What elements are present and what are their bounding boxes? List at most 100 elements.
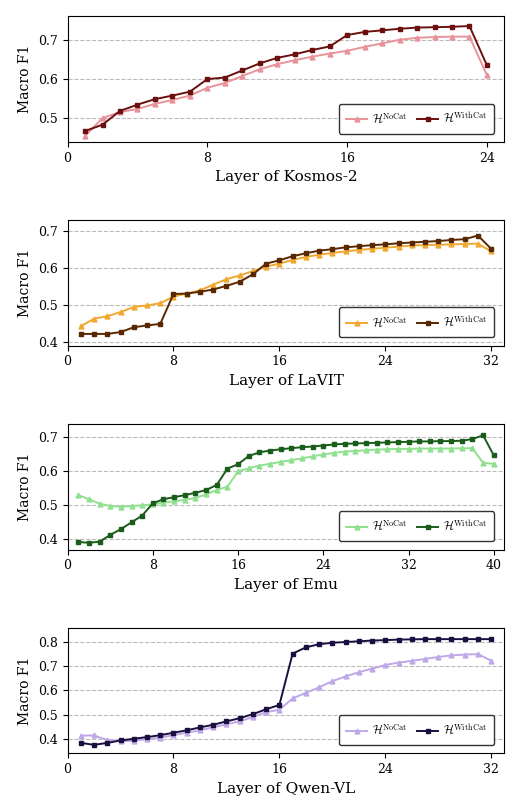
$\mathcal{H}^{\mathrm{NoCat}}$ [462, 650, 468, 659]
$\mathcal{H}^{\mathrm{WithCat}}$ [257, 58, 263, 68]
$\mathcal{H}^{\mathrm{WithCat}}$ [414, 23, 420, 32]
$\mathcal{H}^{\mathrm{NoCat}}$ [160, 498, 166, 508]
$\mathcal{H}^{\mathrm{WithCat}}$ [373, 438, 380, 448]
$\mathcal{H}^{\mathrm{WithCat}}$ [331, 440, 337, 450]
$\mathcal{H}^{\mathrm{WithCat}}$ [197, 723, 203, 732]
$\mathcal{H}^{\mathrm{WithCat}}$ [344, 30, 350, 40]
$\mathcal{H}^{\mathrm{WithCat}}$ [77, 738, 84, 748]
Y-axis label: Macro F1: Macro F1 [18, 656, 32, 725]
$\mathcal{H}^{\mathrm{WithCat}}$ [491, 450, 497, 460]
Line: $\mathcal{H}^{\mathrm{WithCat}}$: $\mathcal{H}^{\mathrm{WithCat}}$ [79, 233, 493, 336]
$\mathcal{H}^{\mathrm{WithCat}}$ [134, 100, 140, 109]
$\mathcal{H}^{\mathrm{NoCat}}$ [118, 502, 124, 512]
$\mathcal{H}^{\mathrm{WithCat}}$ [448, 235, 454, 245]
$\mathcal{H}^{\mathrm{NoCat}}$ [303, 252, 309, 262]
$\mathcal{H}^{\mathrm{WithCat}}$ [309, 45, 315, 55]
X-axis label: Layer of Emu: Layer of Emu [234, 578, 338, 592]
Line: $\mathcal{H}^{\mathrm{NoCat}}$: $\mathcal{H}^{\mathrm{NoCat}}$ [83, 34, 489, 139]
$\mathcal{H}^{\mathrm{WithCat}}$ [276, 700, 282, 710]
$\mathcal{H}^{\mathrm{WithCat}}$ [459, 436, 465, 446]
$\mathcal{H}^{\mathrm{WithCat}}$ [128, 518, 135, 527]
$\mathcal{H}^{\mathrm{NoCat}}$ [414, 33, 420, 43]
$\mathcal{H}^{\mathrm{NoCat}}$ [384, 445, 391, 454]
Legend: $\mathcal{H}^{\mathrm{NoCat}}$, $\mathcal{H}^{\mathrm{WithCat}}$: $\mathcal{H}^{\mathrm{NoCat}}$, $\mathca… [339, 104, 494, 134]
$\mathcal{H}^{\mathrm{WithCat}}$ [274, 53, 280, 62]
Legend: $\mathcal{H}^{\mathrm{NoCat}}$, $\mathcal{H}^{\mathrm{WithCat}}$: $\mathcal{H}^{\mathrm{NoCat}}$, $\mathca… [339, 308, 494, 337]
$\mathcal{H}^{\mathrm{NoCat}}$ [395, 241, 401, 251]
$\mathcal{H}^{\mathrm{NoCat}}$ [437, 444, 444, 454]
$\mathcal{H}^{\mathrm{NoCat}}$ [369, 663, 375, 673]
$\mathcal{H}^{\mathrm{NoCat}}$ [488, 246, 495, 256]
$\mathcal{H}^{\mathrm{WithCat}}$ [343, 242, 349, 252]
$\mathcal{H}^{\mathrm{WithCat}}$ [448, 437, 454, 446]
$\mathcal{H}^{\mathrm{NoCat}}$ [107, 501, 113, 511]
$\mathcal{H}^{\mathrm{WithCat}}$ [369, 241, 375, 250]
$\mathcal{H}^{\mathrm{NoCat}}$ [192, 493, 199, 503]
$\mathcal{H}^{\mathrm{NoCat}}$ [171, 497, 177, 506]
Line: $\mathcal{H}^{\mathrm{WithCat}}$: $\mathcal{H}^{\mathrm{WithCat}}$ [76, 433, 496, 545]
$\mathcal{H}^{\mathrm{NoCat}}$ [210, 279, 216, 289]
$\mathcal{H}^{\mathrm{NoCat}}$ [224, 482, 230, 492]
$\mathcal{H}^{\mathrm{NoCat}}$ [356, 245, 362, 255]
$\mathcal{H}^{\mathrm{NoCat}}$ [239, 71, 245, 81]
$\mathcal{H}^{\mathrm{WithCat}}$ [245, 451, 252, 461]
$\mathcal{H}^{\mathrm{NoCat}}$ [91, 731, 97, 740]
$\mathcal{H}^{\mathrm{NoCat}}$ [197, 285, 203, 295]
Legend: $\mathcal{H}^{\mathrm{NoCat}}$, $\mathcal{H}^{\mathrm{WithCat}}$: $\mathcal{H}^{\mathrm{NoCat}}$, $\mathca… [339, 511, 494, 541]
$\mathcal{H}^{\mathrm{WithCat}}$ [382, 635, 388, 645]
$\mathcal{H}^{\mathrm{WithCat}}$ [466, 21, 473, 31]
$\mathcal{H}^{\mathrm{WithCat}}$ [224, 464, 230, 474]
$\mathcal{H}^{\mathrm{NoCat}}$ [422, 241, 428, 250]
$\mathcal{H}^{\mathrm{NoCat}}$ [342, 447, 348, 457]
$\mathcal{H}^{\mathrm{WithCat}}$ [484, 61, 490, 70]
$\mathcal{H}^{\mathrm{WithCat}}$ [316, 639, 322, 649]
Y-axis label: Macro F1: Macro F1 [18, 249, 32, 317]
$\mathcal{H}^{\mathrm{NoCat}}$ [118, 307, 124, 317]
Line: $\mathcal{H}^{\mathrm{WithCat}}$: $\mathcal{H}^{\mathrm{WithCat}}$ [79, 637, 493, 748]
$\mathcal{H}^{\mathrm{WithCat}}$ [448, 634, 454, 644]
$\mathcal{H}^{\mathrm{NoCat}}$ [409, 656, 415, 666]
$\mathcal{H}^{\mathrm{WithCat}}$ [181, 490, 188, 500]
$\mathcal{H}^{\mathrm{WithCat}}$ [152, 94, 158, 104]
$\mathcal{H}^{\mathrm{NoCat}}$ [86, 494, 92, 504]
$\mathcal{H}^{\mathrm{NoCat}}$ [435, 652, 441, 662]
$\mathcal{H}^{\mathrm{WithCat}}$ [475, 231, 481, 241]
$\mathcal{H}^{\mathrm{WithCat}}$ [343, 637, 349, 647]
$\mathcal{H}^{\mathrm{NoCat}}$ [406, 444, 412, 454]
$\mathcal{H}^{\mathrm{WithCat}}$ [356, 241, 362, 251]
$\mathcal{H}^{\mathrm{NoCat}}$ [203, 489, 209, 499]
$\mathcal{H}^{\mathrm{WithCat}}$ [184, 288, 190, 298]
$\mathcal{H}^{\mathrm{WithCat}}$ [427, 437, 433, 446]
$\mathcal{H}^{\mathrm{NoCat}}$ [316, 250, 322, 260]
$\mathcal{H}^{\mathrm{NoCat}}$ [170, 95, 176, 104]
$\mathcal{H}^{\mathrm{WithCat}}$ [320, 441, 327, 450]
$\mathcal{H}^{\mathrm{NoCat}}$ [171, 731, 177, 740]
$\mathcal{H}^{\mathrm{WithCat}}$ [107, 530, 113, 539]
$\mathcal{H}^{\mathrm{NoCat}}$ [288, 455, 294, 465]
$\mathcal{H}^{\mathrm{NoCat}}$ [329, 676, 335, 686]
$\mathcal{H}^{\mathrm{WithCat}}$ [395, 238, 401, 248]
$\mathcal{H}^{\mathrm{NoCat}}$ [448, 650, 454, 660]
$\mathcal{H}^{\mathrm{WithCat}}$ [480, 430, 486, 440]
$\mathcal{H}^{\mathrm{NoCat}}$ [274, 59, 280, 69]
X-axis label: Layer of Qwen-VL: Layer of Qwen-VL [217, 782, 355, 795]
$\mathcal{H}^{\mathrm{NoCat}}$ [361, 42, 368, 52]
$\mathcal{H}^{\mathrm{WithCat}}$ [449, 22, 455, 32]
$\mathcal{H}^{\mathrm{WithCat}}$ [157, 731, 163, 740]
$\mathcal{H}^{\mathrm{WithCat}}$ [379, 25, 385, 35]
$\mathcal{H}^{\mathrm{WithCat}}$ [276, 255, 282, 265]
$\mathcal{H}^{\mathrm{NoCat}}$ [382, 660, 388, 670]
$\mathcal{H}^{\mathrm{NoCat}}$ [223, 275, 229, 284]
$\mathcal{H}^{\mathrm{WithCat}}$ [384, 437, 391, 447]
$\mathcal{H}^{\mathrm{WithCat}}$ [488, 244, 495, 254]
$\mathcal{H}^{\mathrm{WithCat}}$ [475, 634, 481, 644]
$\mathcal{H}^{\mathrm{NoCat}}$ [466, 32, 473, 41]
$\mathcal{H}^{\mathrm{NoCat}}$ [184, 288, 190, 298]
$\mathcal{H}^{\mathrm{NoCat}}$ [395, 658, 401, 667]
$\mathcal{H}^{\mathrm{NoCat}}$ [157, 733, 163, 743]
$\mathcal{H}^{\mathrm{NoCat}}$ [184, 728, 190, 738]
$\mathcal{H}^{\mathrm{NoCat}}$ [152, 99, 158, 109]
$\mathcal{H}^{\mathrm{NoCat}}$ [382, 243, 388, 253]
$\mathcal{H}^{\mathrm{WithCat}}$ [139, 510, 145, 520]
$\mathcal{H}^{\mathrm{NoCat}}$ [475, 650, 481, 659]
